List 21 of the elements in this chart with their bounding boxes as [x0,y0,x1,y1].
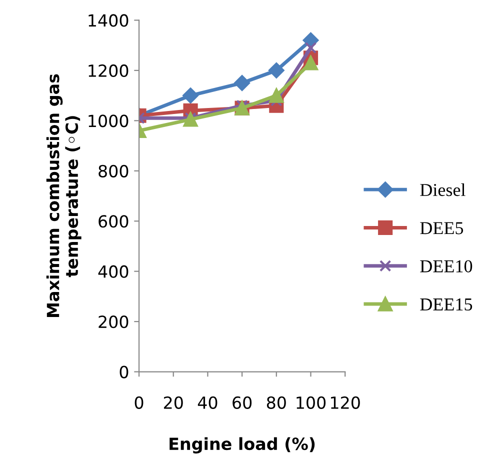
x-tick-label: 0 [134,396,144,409]
y-tick-label: 600 [98,215,128,228]
y-tick-label: 1000 [88,114,128,128]
legend-label: Diesel [420,183,466,196]
y-tick-label: 800 [98,164,128,178]
x-tick-label: 120 [331,396,360,409]
y-tick-label: 200 [98,316,128,328]
legend-label: DEE10 [420,260,472,272]
y-axis-title: Maximum combustion gas temperature (◦C) [46,74,82,317]
y-tick-label: 0 [120,366,128,378]
x-tick-label: 100 [296,396,326,409]
y-tick-label: 1200 [88,64,128,77]
x-axis-title: Engine load (%) [170,437,315,454]
x-tick-label: 60 [232,396,252,409]
x-tick-label: 40 [198,396,218,409]
y-tick-label: 1400 [88,14,128,27]
legend-label: DEE5 [420,222,464,234]
legend-label: DEE15 [420,298,472,311]
x-tick-label: 20 [164,396,183,409]
x-tick-label: 80 [266,396,286,409]
y-tick-label: 400 [98,265,128,278]
